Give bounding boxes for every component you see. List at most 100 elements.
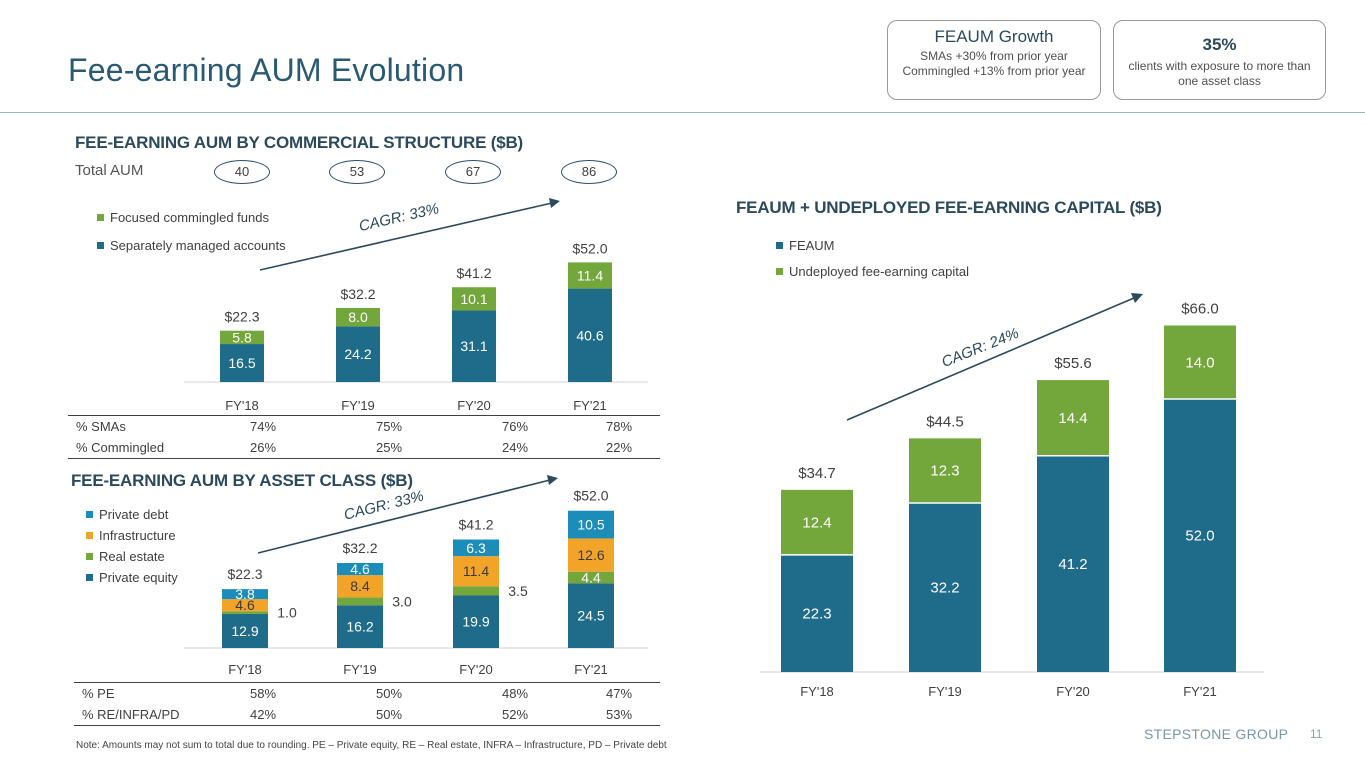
bar-real-estate [222,611,268,614]
bar-private-equity [337,605,383,648]
chart1-pct-table: % SMAs 74% 75% 76% 78% % Commingled 26% … [68,415,660,459]
legend-private-debt: Private debt [86,507,168,522]
table-cell: 53% [578,704,660,726]
data-label: 10.5 [577,517,604,533]
x-tick-label: FY'21 [574,662,608,677]
bar-sma [452,310,496,382]
callout-line-smas: SMAs +30% from prior year [920,49,1068,63]
data-label: 3.8 [235,586,255,602]
legend-label: Private equity [99,570,178,585]
data-label: 40.6 [576,327,603,343]
legend-swatch [86,553,93,560]
bar-real-estate [453,586,499,596]
bar-feaum [1164,399,1236,672]
total-label: $66.0 [1181,301,1219,318]
brand-wordmark: STEPSTONE GROUP [1144,726,1289,742]
data-label: 12.6 [577,547,604,563]
total-label: $32.2 [342,540,377,556]
total-aum-label: Total AUM [75,162,144,179]
callout-heading: FEAUM Growth [934,27,1054,46]
row-label: % RE/INFRA/PD [74,704,200,726]
bar-private-equity [453,595,499,648]
table-cell: 22% [578,437,660,459]
data-label: 10.1 [460,291,487,307]
total-label: $32.2 [340,286,375,302]
legend-label: Focused commingled funds [110,210,269,225]
total-label: $22.3 [227,566,262,582]
legend-swatch [776,268,783,275]
clients-callout: 35% clients with exposure to more than o… [1113,20,1326,100]
data-label: 8.0 [348,309,368,325]
bar-undeployed [781,489,853,555]
legend-label: Undeployed fee-earning capital [789,264,969,279]
bar-commingled [568,262,612,289]
legend-label: Infrastructure [99,528,176,543]
bar-private-debt [453,539,499,557]
table-cell: 47% [578,682,660,704]
bar-real-estate [337,597,383,606]
data-label: 3.0 [392,593,412,609]
data-label: 16.2 [346,619,373,635]
legend-swatch [86,574,93,581]
data-label: 11.4 [463,563,489,579]
x-tick-label: FY'21 [573,398,607,413]
data-label: 16.5 [228,355,255,371]
total-label: $52.0 [573,488,608,504]
bar-sma [336,326,380,382]
table-row: % PE 58% 50% 48% 47% [74,682,660,704]
cagr-label: CAGR: 33% [342,488,425,524]
legend-commingled: Focused commingled funds [97,210,269,225]
data-label: 6.3 [466,540,486,556]
bar-feaum [781,554,853,672]
bar-infrastructure [222,599,268,612]
bar-sma [568,288,612,382]
bar-commingled [336,307,380,327]
data-label: 4.6 [350,561,370,577]
data-label: 12.3 [930,463,959,480]
bar-feaum [1037,455,1109,672]
cagr-arrow-head [1131,293,1143,303]
x-tick-label: FY'19 [341,398,375,413]
legend-infrastructure: Infrastructure [86,528,176,543]
total-label: $44.5 [926,413,964,430]
table-row: % SMAs 74% 75% 76% 78% [68,415,660,437]
cagr-arrow-line [257,479,551,554]
table-cell: 25% [326,437,452,459]
chart2-title: FEE-EARNING AUM BY ASSET CLASS ($B) [71,471,413,490]
legend-undeployed: Undeployed fee-earning capital [776,264,969,279]
data-label: 22.3 [802,605,831,622]
total-label: $41.2 [456,265,491,281]
legend-sma: Separately managed accounts [97,238,286,253]
data-label: 24.5 [577,608,604,624]
bar-undeployed [909,438,981,503]
legend-swatch [86,511,93,518]
table-cell: 50% [326,704,452,726]
footnote: Note: Amounts may not sum to total due t… [76,740,667,751]
data-label: 31.1 [460,338,487,354]
bar-real-estate [568,571,614,584]
row-label: % Commingled [68,437,200,459]
legend-real-estate: Real estate [86,549,165,564]
cagr-label: CAGR: 33% [357,200,440,235]
x-tick-label: FY'20 [1056,684,1090,699]
data-label: 12.4 [802,514,831,531]
total-label: $52.0 [572,240,607,256]
table-cell: 75% [326,415,452,437]
data-label: 4.4 [581,570,601,586]
callout-text: SMAs +30% from prior year Commingled +13… [888,49,1100,79]
bar-undeployed [1164,325,1236,399]
data-label: 24.2 [344,346,371,362]
legend-label: Real estate [99,549,165,564]
legend-swatch [776,242,783,249]
bar-private-debt [337,562,383,576]
table-cell: 74% [200,415,326,437]
x-tick-label: FY'19 [928,684,962,699]
bar-undeployed [1037,380,1109,456]
legend-label: FEAUM [789,238,835,253]
cagr-arrow-line [846,297,1135,421]
bar-private-equity [222,613,268,648]
x-tick-label: FY'19 [343,662,377,677]
cagr-arrow-head [547,475,558,485]
chart1-title: FEE-EARNING AUM BY COMMERCIAL STRUCTURE … [75,133,524,152]
